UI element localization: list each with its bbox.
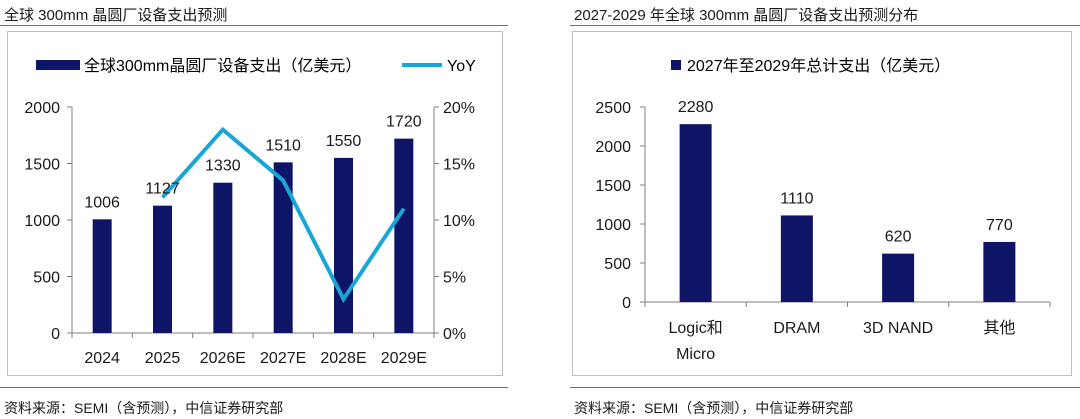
left-labels: 1006 2024 1127 2025 1330 2026E 1510 2027E 1550 20… [84,114,427,367]
segment-value-label: 620 [885,229,912,246]
spending-bar-2029E [394,138,414,333]
right-bars [679,124,1016,302]
left-y-tick-label: 500 [33,270,60,287]
left-y-tick-label: 2000 [24,100,60,117]
right-legend: 2027年至2029年总计支出（亿美元） [671,57,950,75]
right-y-tick-label: 0 [622,295,631,312]
right-panel-title: 2027-2029 年全球 300mm 晶圆厂设备支出预测分布 [574,7,919,24]
left-panel-title: 全球 300mm 晶圆厂设备支出预测 [4,7,228,24]
left-x-tick-label: 2024 [84,350,120,367]
segment-bar-2 [780,215,813,302]
left-y-tick-label: 0 [51,326,60,343]
left-x-tick-label: 2029E [381,350,427,367]
left-source-note: 资料来源：SEMI（含预测），中信证券研究部 [4,400,284,416]
left-chart-frame [7,31,503,376]
segment-value-label: 1110 [780,190,813,207]
right-y-tick-label: 2500 [595,100,631,117]
legend-bar-swatch [36,60,80,70]
left-y-tick-label: 1500 [24,157,60,174]
left-bars [92,138,414,333]
legend-bar-label: 全球300mm晶圆厂设备支出（亿美元） [84,57,361,75]
left-y2-tick-label: 5% [443,270,466,287]
right-chart-frame [572,31,1072,376]
spending-value-label: 1510 [265,137,301,154]
right-labels: 2280 Logic和 Micro 1110 DRAM 620 3D NAND 770 其他 [668,99,1015,363]
left-x-tick-label: 2025 [145,350,181,367]
segment-value-label: 2280 [678,99,714,116]
spending-bar-2026E [213,182,233,333]
spending-value-label: 1330 [205,158,241,175]
segment-bar-1 [679,124,712,302]
right-x-tick-label: DRAM [773,320,820,337]
left-legend: 全球300mm晶圆厂设备支出（亿美元） YoY [36,57,476,75]
yoy-line [161,126,406,304]
segment-bar-3 [882,253,915,302]
right-title-rule [570,25,1080,26]
left-x-tick-label: 2026E [200,350,246,367]
right-x-tick-label: 3D NAND [863,320,933,337]
spending-value-label: 1006 [84,194,120,211]
left-y2-tick-label: 0% [443,326,466,343]
spending-bar-2025 [153,205,172,333]
right-y-tick-label: 1500 [595,178,631,195]
spending-value-label: 1127 [145,181,180,198]
spending-bar-2027E [273,162,293,333]
legend-total-label: 2027年至2029年总计支出（亿美元） [687,57,950,75]
left-title-rule [0,25,508,26]
right-x-tick-label: 其他 [983,319,1015,337]
left-x-tick-label: 2028E [320,350,366,367]
right-y-tick-label: 2000 [595,139,631,156]
left-y2-tick-label: 15% [443,157,475,174]
segment-value-label: 770 [986,217,1013,234]
legend-yoy-label: YoY [447,58,476,75]
right-axes: 0 500 1000 1500 2000 2500 [595,100,1051,312]
right-footer-rule [570,387,1080,388]
left-y2-tick-label: 10% [443,213,475,230]
left-y-tick-label: 1000 [24,213,60,230]
right-y-tick-label: 500 [604,256,631,273]
spending-value-label: 1720 [386,114,422,131]
left-axes: 0 500 1000 1500 2000 0% 5% 10% 15% 20% [24,100,475,343]
left-x-tick-label: 2027E [260,350,306,367]
left-y2-tick-label: 20% [443,100,475,117]
spending-value-label: 1550 [326,133,362,150]
legend-total-swatch [671,60,681,70]
right-y-tick-label: 1000 [595,217,631,234]
segment-bar-4 [983,241,1016,302]
right-source-note: 资料来源：SEMI（含预测），中信证券研究部 [574,400,854,416]
left-footer-rule [0,387,508,388]
right-x-tick-label: Micro [676,346,715,363]
spending-bar-2024 [92,219,112,333]
right-x-tick-label: Logic和 [668,319,722,337]
